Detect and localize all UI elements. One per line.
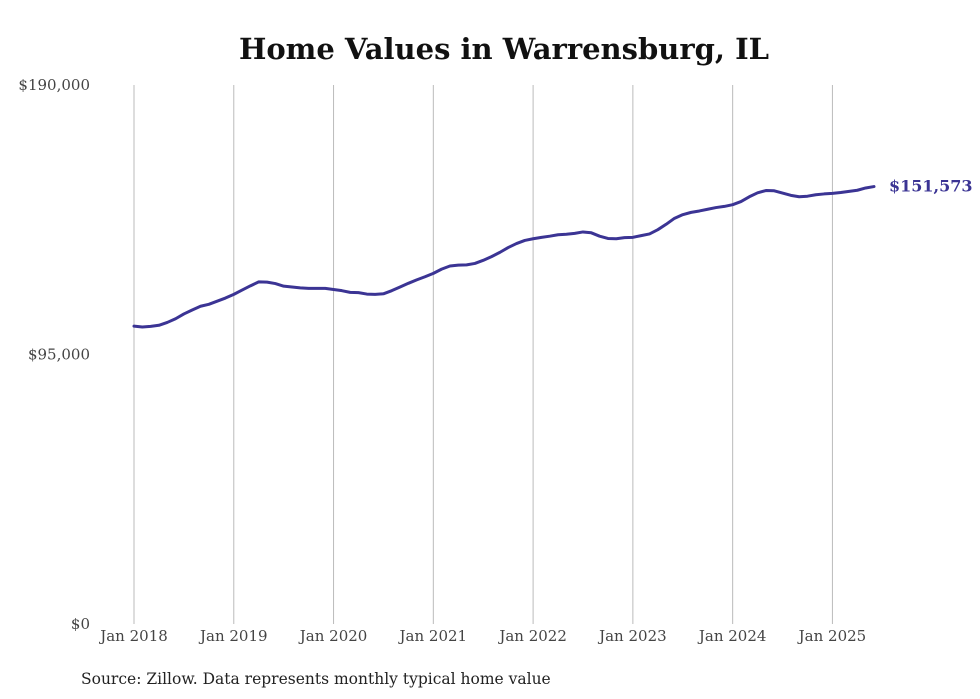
chart-title: Home Values in Warrensburg, IL: [239, 32, 769, 66]
y-tick-label: $95,000: [28, 346, 90, 364]
y-axis-ticks: $0 $95,000 $190,000: [18, 76, 90, 633]
x-tick-label: Jan 2018: [98, 627, 168, 645]
x-tick-label: Jan 2022: [497, 627, 567, 645]
x-tick-label: Jan 2021: [398, 627, 468, 645]
x-tick-label: Jan 2023: [597, 627, 667, 645]
gridlines: [133, 85, 833, 624]
x-tick-label: Jan 2019: [198, 627, 268, 645]
latest-value-label: $151,573: [889, 177, 973, 196]
y-tick-label: $190,000: [18, 76, 90, 94]
home-value-series-line: [132, 185, 876, 329]
x-tick-label: Jan 2020: [298, 627, 368, 645]
x-axis-ticks: Jan 2018 Jan 2019 Jan 2020 Jan 2021 Jan 2022…: [98, 627, 866, 645]
source-note: Source: Zillow. Data represents monthly …: [81, 670, 551, 688]
x-tick-label: Jan 2024: [697, 627, 767, 645]
x-tick-label: Jan 2025: [797, 627, 867, 645]
y-tick-label: $0: [71, 615, 90, 633]
